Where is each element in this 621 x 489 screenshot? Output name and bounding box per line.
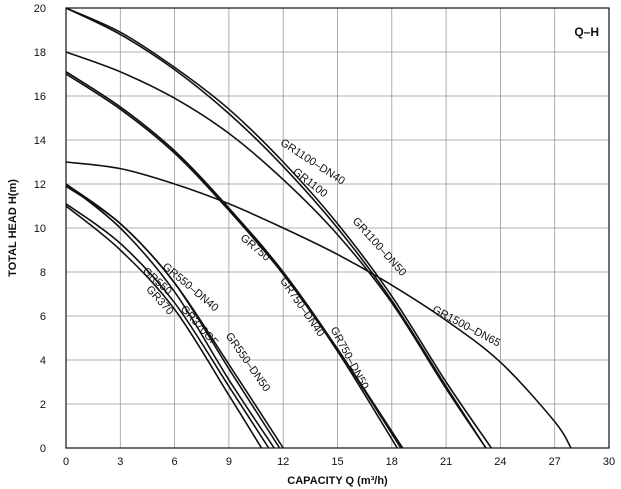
chart-title: Q–H: [574, 25, 599, 39]
y-tick-label: 8: [40, 267, 46, 279]
plot-frame: [65, 7, 610, 449]
y-tick-label: 16: [34, 91, 46, 103]
series-line-gr1100: [65, 51, 487, 449]
series-line-gr550: [65, 203, 270, 449]
y-tick-label: 12: [34, 179, 46, 191]
x-axis-title: CAPACITY Q (m³/h): [287, 475, 388, 487]
series-line-gr750: [65, 71, 402, 449]
y-tick-label: 6: [40, 311, 46, 323]
curve-labels: GR1100–DN40GR1100GR1100–DN50GR750GR750–D…: [140, 137, 502, 394]
series-line-gr1100-dn50: [65, 7, 493, 449]
y-tick-label: 14: [34, 135, 46, 147]
curve-label: GR1500–DN65: [430, 304, 502, 350]
x-tick-label: 15: [331, 456, 343, 468]
series-line-gr750-dn50: [65, 73, 404, 449]
x-tick-labels: 0 3 6 9 12 15 18 21 24 27 30: [63, 456, 615, 468]
y-tick-label: 20: [34, 3, 46, 15]
series-line-gr750-dn40: [65, 71, 398, 449]
curve-label: GR750–DN50: [328, 325, 371, 392]
x-tick-label: 3: [117, 456, 123, 468]
y-tick-label: 2: [40, 399, 46, 411]
x-tick-label: 6: [172, 456, 178, 468]
x-tick-label: 12: [277, 456, 289, 468]
y-tick-label: 0: [40, 443, 46, 455]
title-box: [561, 22, 601, 40]
series-line-gr1100-dn40: [65, 7, 487, 449]
x-tick-label: 21: [440, 456, 452, 468]
x-tick-label: 27: [549, 456, 561, 468]
series-line-gr370gf: [65, 183, 275, 449]
x-tick-label: 0: [63, 456, 69, 468]
series-line-gr550-dn50: [65, 185, 284, 449]
curve-label: GR1100–DN50: [350, 215, 409, 278]
y-tick-label: 18: [34, 47, 46, 59]
x-tick-label: 24: [494, 456, 506, 468]
y-axis-title: TOTAL HEAD H(m): [7, 179, 19, 277]
curves: [65, 7, 572, 449]
x-tick-label: 18: [386, 456, 398, 468]
y-tick-label: 10: [34, 223, 46, 235]
curve-label: GR550–DN50: [223, 331, 272, 394]
series-line-gr370: [65, 205, 263, 449]
curve-label: GR750–DN40: [277, 276, 326, 339]
x-tick-label: 9: [226, 456, 232, 468]
x-tick-label: 30: [603, 456, 615, 468]
y-tick-label: 4: [40, 355, 46, 367]
series-line-gr1500-dn65: [65, 161, 572, 449]
y-tick-labels: 0 2 4 6 8 10 12 14 16 18 20: [34, 3, 46, 455]
